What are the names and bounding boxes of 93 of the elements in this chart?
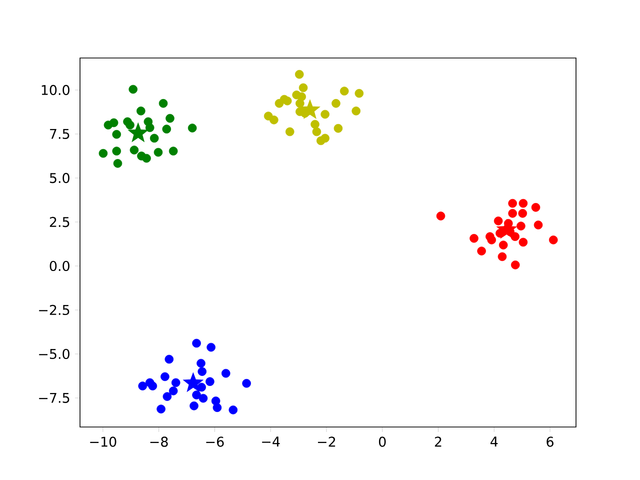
point xyxy=(128,122,149,142)
point xyxy=(548,236,558,244)
x-tick-label: 4 xyxy=(490,436,498,446)
point xyxy=(242,378,251,388)
point xyxy=(154,148,163,157)
point xyxy=(498,240,508,250)
point xyxy=(168,386,178,396)
point xyxy=(113,158,122,168)
point xyxy=(510,260,520,270)
point xyxy=(477,246,486,256)
point xyxy=(198,367,207,376)
point xyxy=(138,382,147,390)
point xyxy=(130,146,139,154)
y-tick-label: −5.0 xyxy=(39,348,70,360)
point xyxy=(109,118,118,128)
point xyxy=(197,382,206,392)
y-tick-label: 0.0 xyxy=(50,260,70,272)
point xyxy=(518,238,528,247)
point xyxy=(340,86,349,96)
point xyxy=(148,382,158,390)
point xyxy=(160,372,170,382)
point xyxy=(112,130,122,139)
point xyxy=(150,134,159,143)
point xyxy=(171,378,180,388)
y-tick-label: −7.5 xyxy=(39,392,70,403)
point xyxy=(300,99,320,119)
point xyxy=(508,198,517,208)
point xyxy=(190,401,198,410)
y-tick-label: 5.0 xyxy=(50,172,70,184)
point xyxy=(487,236,496,244)
point xyxy=(332,98,340,108)
point xyxy=(98,148,108,158)
point xyxy=(206,342,216,352)
x-tick-label: 6 xyxy=(546,436,554,447)
point xyxy=(228,406,238,414)
point xyxy=(162,392,172,401)
x-tick-label: −4 xyxy=(262,436,280,446)
point xyxy=(531,202,540,212)
point xyxy=(498,252,507,262)
x-tick-label: −2 xyxy=(318,436,336,447)
point xyxy=(312,127,322,136)
point xyxy=(188,124,197,132)
point xyxy=(310,120,320,129)
point xyxy=(162,124,172,134)
point xyxy=(316,136,326,146)
point xyxy=(534,220,543,230)
x-tick-label: −10 xyxy=(90,436,116,447)
point xyxy=(206,377,214,386)
point xyxy=(518,208,528,218)
point xyxy=(436,212,446,220)
point xyxy=(128,84,138,94)
point xyxy=(211,396,220,406)
point xyxy=(192,390,201,400)
point xyxy=(274,98,284,108)
point xyxy=(112,146,122,156)
x-tick-label: −6 xyxy=(206,436,224,447)
point xyxy=(494,216,503,226)
point xyxy=(294,70,304,79)
point xyxy=(156,404,166,414)
point xyxy=(164,354,174,364)
y-tick-label: −2.5 xyxy=(39,304,70,316)
point xyxy=(496,218,518,239)
point xyxy=(145,123,154,132)
y-tick-label: 7.5 xyxy=(50,128,70,139)
y-tick-label: 2.5 xyxy=(50,216,70,228)
point xyxy=(168,146,178,156)
point xyxy=(516,222,526,230)
point xyxy=(518,198,528,208)
point xyxy=(136,106,146,116)
point xyxy=(296,98,304,108)
point xyxy=(334,124,343,133)
point xyxy=(298,83,308,92)
point xyxy=(354,88,364,98)
point xyxy=(158,98,168,108)
x-tick-label: 0 xyxy=(378,436,386,447)
point xyxy=(166,114,174,123)
x-tick-label: 2 xyxy=(434,436,442,447)
point xyxy=(142,154,151,163)
point xyxy=(352,106,360,116)
point xyxy=(126,120,134,130)
point xyxy=(470,234,478,243)
point xyxy=(285,127,294,136)
point xyxy=(196,358,206,368)
point xyxy=(192,338,201,348)
point xyxy=(198,394,208,403)
point xyxy=(212,403,222,412)
x-tick-label: −8 xyxy=(150,436,168,447)
point xyxy=(320,110,330,119)
point xyxy=(221,368,230,378)
point xyxy=(270,116,278,124)
point xyxy=(182,372,204,392)
y-tick-label: 10.0 xyxy=(42,84,70,96)
point xyxy=(508,208,517,218)
